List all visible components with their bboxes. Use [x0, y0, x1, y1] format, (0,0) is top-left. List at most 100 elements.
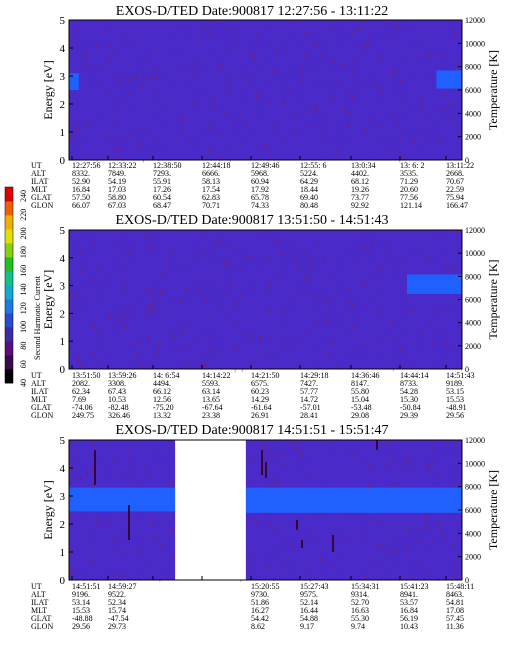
- ephemeris-value: 5224.: [300, 169, 318, 178]
- y-right-tick-label: 10000: [465, 39, 485, 48]
- chart-title: EXOS-D/TED Date:900817 13:51:50 - 14:51:…: [116, 213, 389, 228]
- y-right-tick-label: 4000: [465, 529, 481, 538]
- ephemeris-value: 10.43: [400, 622, 418, 631]
- ephemeris-value: 12:27:56: [72, 161, 100, 170]
- ephemeris-value: 16.84: [400, 606, 418, 615]
- ephemeris-value: 29.56: [72, 622, 90, 631]
- ephemeris-value: 4402.: [351, 169, 369, 178]
- ephemeris-value: 2668.: [446, 169, 464, 178]
- noise-streaks: [71, 20, 462, 163]
- ephemeris-value: -48.91: [446, 403, 467, 412]
- ephemeris-value: 52.90: [72, 177, 90, 186]
- ephemeris-label: ALT: [31, 379, 46, 388]
- y-tick-label: 1: [60, 127, 66, 139]
- ephemeris-label: ILAT: [31, 387, 48, 396]
- colorbar-segment: [5, 229, 13, 244]
- y-right-axis-label: Temperature [K]: [486, 259, 500, 339]
- energy-band: [436, 70, 462, 89]
- ephemeris-value: 5593.: [202, 379, 220, 388]
- colorbar-segment: [5, 369, 13, 384]
- ephemeris-value: 13: 6: 2: [400, 161, 424, 170]
- colorbar-segment: [5, 201, 13, 216]
- ephemeris-value: -75.20: [153, 403, 174, 412]
- y-axis-label: Energy [eV]: [41, 270, 55, 329]
- ephemeris-value: 17.03: [108, 185, 126, 194]
- y-right-tick-label: 8000: [465, 272, 481, 281]
- y-axis-label: Energy [eV]: [41, 60, 55, 119]
- colorbar-segment: [5, 285, 13, 300]
- ephemeris-value: 52.70: [351, 598, 369, 607]
- ephemeris-value: 64.29: [300, 177, 318, 186]
- ephemeris-value: 55.80: [351, 387, 369, 396]
- colorbar-segment: [5, 355, 13, 370]
- ephemeris-value: 8463.: [446, 590, 464, 599]
- colorbar-frame: [4, 186, 14, 384]
- y-right-tick-label: 4000: [465, 109, 481, 118]
- ephemeris-value: 66.12: [153, 387, 171, 396]
- colorbar-segment: [5, 299, 13, 314]
- y-tick-label: 2: [60, 519, 66, 531]
- ephemeris-value: -48.88: [72, 614, 93, 623]
- ephemeris-value: 23.38: [202, 411, 220, 420]
- ephemeris-value: 14:14:22: [202, 371, 230, 380]
- ephemeris-value: 71.29: [400, 177, 418, 186]
- y-right-tick-label: 2000: [465, 553, 481, 562]
- ephemeris-value: 12:49:46: [251, 161, 279, 170]
- y-tick-label: 1: [60, 336, 66, 348]
- ephemeris-value: 16.84: [72, 185, 90, 194]
- ephemeris-label: GLAT: [31, 403, 52, 412]
- ephemeris-value: -53.48: [351, 403, 372, 412]
- ephemeris-value: 69.40: [300, 193, 318, 202]
- ephemeris-value: -67.64: [202, 403, 223, 412]
- energy-band: [69, 487, 176, 512]
- y-tick-label: 5: [60, 435, 66, 447]
- y-tick-label: 3: [60, 491, 66, 503]
- colorbar-tick: 100: [19, 321, 28, 333]
- colorbar-tick: 240: [19, 190, 28, 202]
- colorbar-tick: 80: [19, 342, 28, 350]
- ephemeris-value: 11.36: [446, 622, 464, 631]
- colorbar-segment: [5, 313, 13, 328]
- ephemeris-value: 9522.: [108, 590, 126, 599]
- ephemeris-value: 8147.: [351, 379, 369, 388]
- y-right-tick-label: 0: [465, 365, 469, 374]
- y-right-tick-label: 6000: [465, 506, 481, 515]
- ephemeris-value: 121.14: [400, 201, 422, 210]
- ephemeris-value: 17.92: [251, 185, 269, 194]
- ephemeris-value: 57.77: [300, 387, 318, 396]
- ephemeris-label: ALT: [31, 590, 46, 599]
- ephemeris-label: GLON: [31, 201, 53, 210]
- ephemeris-value: 9575.: [300, 590, 318, 599]
- ephemeris-label: ALT: [31, 169, 46, 178]
- ephemeris-value: 57.45: [446, 614, 464, 623]
- ephemeris-value: 92.92: [351, 201, 369, 210]
- ephemeris-value: 65.78: [251, 193, 269, 202]
- ephemeris-label: GLON: [31, 622, 53, 631]
- ephemeris-label: UT: [31, 371, 42, 380]
- y-right-tick-label: 10000: [465, 459, 485, 468]
- ephemeris-value: 54.88: [300, 614, 318, 623]
- ephemeris-label: MLT: [31, 395, 47, 404]
- ephemeris-value: -47.54: [108, 614, 129, 623]
- ephemeris-value: 73.77: [351, 193, 369, 202]
- colorbar-segment: [5, 327, 13, 342]
- ephemeris-value: 9.74: [351, 622, 365, 631]
- colorbar-tick: 140: [19, 284, 28, 296]
- y-tick-label: 5: [60, 15, 66, 27]
- ephemeris-value: 20.60: [400, 185, 418, 194]
- ephemeris-value: 57.50: [72, 193, 90, 202]
- colorbar-segment: [5, 187, 13, 202]
- ephemeris-label: UT: [31, 161, 42, 170]
- ephemeris-value: 9730.: [251, 590, 269, 599]
- ephemeris-value: 9196.: [72, 590, 90, 599]
- colorbar-tick: 120: [19, 302, 28, 314]
- ephemeris-value: 7293.: [153, 169, 171, 178]
- y-tick-label: 0: [60, 575, 66, 587]
- ephemeris-value: 15.74: [108, 606, 126, 615]
- ephemeris-value: 8332.: [72, 169, 90, 178]
- chart-title: EXOS-D/TED Date:900817 14:51:51 - 15:51:…: [116, 423, 389, 438]
- ephemeris-value: 8733.: [400, 379, 418, 388]
- ephemeris-value: -82.48: [108, 403, 129, 412]
- y-tick-label: 0: [60, 364, 66, 376]
- ephemeris-value: 80.48: [300, 201, 318, 210]
